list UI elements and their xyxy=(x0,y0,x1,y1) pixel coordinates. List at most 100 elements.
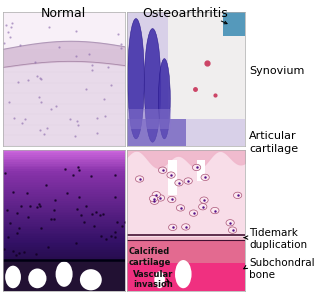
Bar xyxy=(3,198,125,199)
Bar xyxy=(3,241,125,244)
Bar xyxy=(3,187,125,189)
FancyBboxPatch shape xyxy=(127,110,171,129)
Bar xyxy=(3,271,125,274)
Ellipse shape xyxy=(128,18,144,139)
Bar xyxy=(3,260,125,291)
FancyBboxPatch shape xyxy=(127,119,186,146)
Bar xyxy=(127,240,245,263)
Bar xyxy=(3,219,125,220)
Bar xyxy=(3,155,125,157)
Text: Synovium: Synovium xyxy=(249,66,304,76)
Bar xyxy=(3,273,125,275)
Ellipse shape xyxy=(175,260,191,288)
Ellipse shape xyxy=(167,172,175,178)
Bar xyxy=(3,151,125,154)
Bar xyxy=(3,215,125,217)
Ellipse shape xyxy=(136,176,144,182)
Bar xyxy=(3,268,125,270)
Bar xyxy=(3,211,125,214)
Bar xyxy=(3,245,125,247)
Bar xyxy=(3,199,125,201)
Bar xyxy=(3,176,125,178)
Bar xyxy=(3,286,125,287)
Bar xyxy=(3,181,125,184)
Text: Osteoarthritis: Osteoarthritis xyxy=(142,7,228,20)
Ellipse shape xyxy=(28,268,47,288)
Bar xyxy=(3,206,125,208)
Bar xyxy=(127,150,245,238)
Bar xyxy=(3,231,125,233)
Bar xyxy=(3,217,125,219)
Bar xyxy=(3,289,125,291)
Bar xyxy=(3,205,125,206)
FancyBboxPatch shape xyxy=(197,160,204,181)
Bar xyxy=(3,175,125,176)
FancyBboxPatch shape xyxy=(168,12,245,119)
Ellipse shape xyxy=(159,167,167,173)
Bar xyxy=(3,210,125,212)
Bar xyxy=(3,171,125,173)
Bar xyxy=(3,160,125,162)
Bar xyxy=(3,243,125,245)
Bar xyxy=(3,157,125,159)
Bar xyxy=(3,213,125,215)
Bar xyxy=(3,261,125,263)
Bar xyxy=(3,256,125,257)
Bar xyxy=(3,168,125,169)
Ellipse shape xyxy=(233,192,242,198)
Bar xyxy=(3,224,125,226)
Bar xyxy=(3,247,125,249)
Bar xyxy=(3,275,125,277)
Bar xyxy=(3,178,125,180)
Ellipse shape xyxy=(192,164,201,171)
Bar xyxy=(3,226,125,228)
Bar xyxy=(3,153,125,155)
Bar xyxy=(3,166,125,168)
Bar xyxy=(3,189,125,191)
Bar xyxy=(3,173,125,175)
Text: Vascular
invasion: Vascular invasion xyxy=(133,270,173,290)
Bar xyxy=(3,194,125,196)
Ellipse shape xyxy=(150,198,159,204)
Bar xyxy=(3,250,125,252)
Bar xyxy=(3,235,125,236)
Ellipse shape xyxy=(200,197,208,203)
Bar xyxy=(3,180,125,182)
Text: Subchondral
bone: Subchondral bone xyxy=(249,258,315,279)
FancyBboxPatch shape xyxy=(168,160,177,195)
Ellipse shape xyxy=(201,174,209,181)
Ellipse shape xyxy=(181,224,190,230)
Ellipse shape xyxy=(211,207,219,214)
Bar xyxy=(3,228,125,229)
Text: Articular
cartilage: Articular cartilage xyxy=(249,131,298,154)
Bar xyxy=(3,164,125,166)
Ellipse shape xyxy=(144,29,161,142)
Bar xyxy=(3,220,125,222)
Text: Calcified
cartilage: Calcified cartilage xyxy=(128,247,170,267)
Bar xyxy=(3,259,125,261)
Ellipse shape xyxy=(189,210,198,216)
Bar xyxy=(3,208,125,210)
Text: Tidemark
duplication: Tidemark duplication xyxy=(249,228,307,250)
Bar xyxy=(3,280,125,282)
Ellipse shape xyxy=(150,195,158,202)
Bar xyxy=(3,240,125,242)
Bar xyxy=(3,222,125,224)
Bar xyxy=(3,238,125,240)
Ellipse shape xyxy=(154,271,165,288)
Bar xyxy=(3,183,125,185)
Ellipse shape xyxy=(152,192,161,198)
Bar xyxy=(3,190,125,192)
Bar xyxy=(3,201,125,203)
Text: Normal: Normal xyxy=(41,7,86,20)
Bar xyxy=(127,263,245,291)
Bar xyxy=(3,279,125,280)
Bar xyxy=(3,270,125,272)
Bar xyxy=(3,282,125,284)
Ellipse shape xyxy=(184,178,192,184)
Bar xyxy=(3,257,125,259)
Bar xyxy=(3,162,125,164)
FancyBboxPatch shape xyxy=(223,12,245,36)
Bar xyxy=(3,203,125,205)
Bar xyxy=(3,233,125,235)
